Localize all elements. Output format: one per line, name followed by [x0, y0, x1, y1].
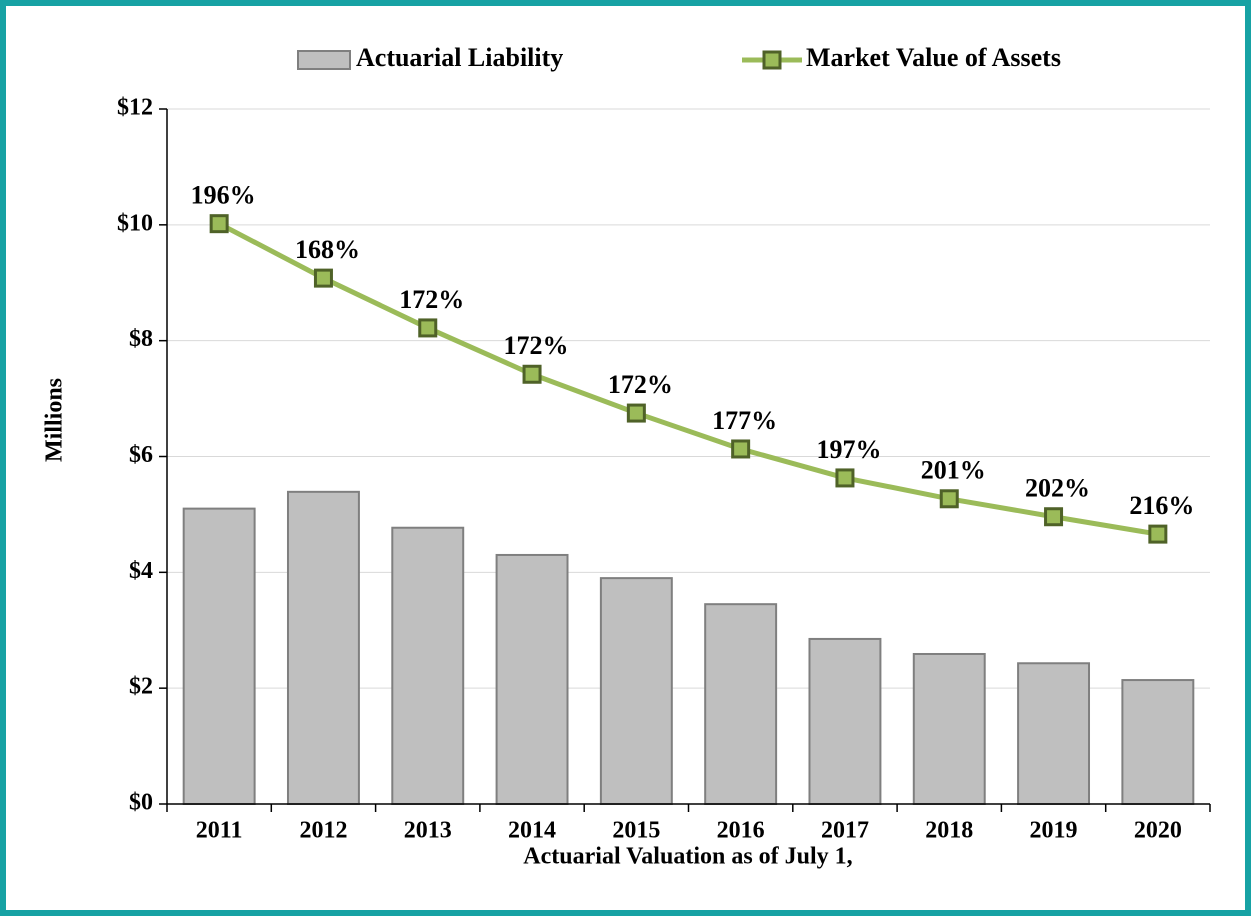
x-tick-label: 2012: [299, 818, 347, 844]
y-tick-label: $0: [129, 790, 153, 816]
x-tick-label: 2017: [821, 818, 869, 844]
data-label: 202%: [1025, 474, 1090, 503]
x-tick-label: 2018: [925, 818, 973, 844]
legend-swatch: [762, 50, 782, 70]
marker: [418, 318, 438, 338]
x-tick-label: 2014: [508, 818, 556, 844]
x-tick-label: 2013: [404, 818, 452, 844]
marker: [626, 403, 646, 423]
y-axis-label: Millions: [42, 378, 68, 462]
line: [217, 221, 1159, 537]
data-label: 216%: [1129, 491, 1194, 520]
x-tick-label: 2020: [1134, 818, 1182, 844]
data-label: 197%: [816, 435, 881, 464]
bar: [704, 603, 778, 805]
bar: [391, 526, 465, 805]
legend-label: Market Value of Assets: [806, 43, 1061, 72]
y-tick-label: $4: [129, 558, 153, 584]
marker: [313, 268, 333, 288]
bar: [1017, 662, 1091, 806]
y-tick-label: $12: [117, 95, 153, 121]
data-label: 201%: [921, 456, 986, 485]
bar: [495, 553, 569, 805]
bar: [1121, 679, 1195, 806]
bar: [182, 507, 256, 805]
data-label: 172%: [504, 331, 569, 360]
marker: [1044, 507, 1064, 527]
y-tick-label: $10: [117, 210, 153, 236]
x-tick-label: 2015: [612, 818, 660, 844]
x-axis-label: Actuarial Valuation as of July 1,: [523, 844, 852, 870]
data-label: 177%: [712, 406, 777, 435]
marker: [209, 214, 229, 234]
y-tick-label: $2: [129, 674, 153, 700]
data-label: 196%: [191, 181, 256, 210]
marker: [731, 439, 751, 459]
x-tick-label: 2019: [1030, 818, 1078, 844]
y-tick-label: $6: [129, 442, 153, 468]
x-tick-label: 2016: [717, 818, 765, 844]
marker: [939, 489, 959, 509]
marker: [835, 468, 855, 488]
x-tick-label: 2011: [196, 818, 243, 844]
legend-swatch: [297, 50, 351, 70]
bar: [286, 490, 360, 805]
marker: [1148, 524, 1168, 544]
legend-label: Actuarial Liability: [356, 43, 563, 72]
bar: [808, 637, 882, 805]
bar: [912, 652, 986, 806]
y-tick-label: $8: [129, 326, 153, 352]
data-label: 172%: [608, 370, 673, 399]
marker: [522, 364, 542, 384]
data-label: 172%: [399, 285, 464, 314]
bar: [599, 577, 673, 805]
data-label: 168%: [295, 235, 360, 264]
